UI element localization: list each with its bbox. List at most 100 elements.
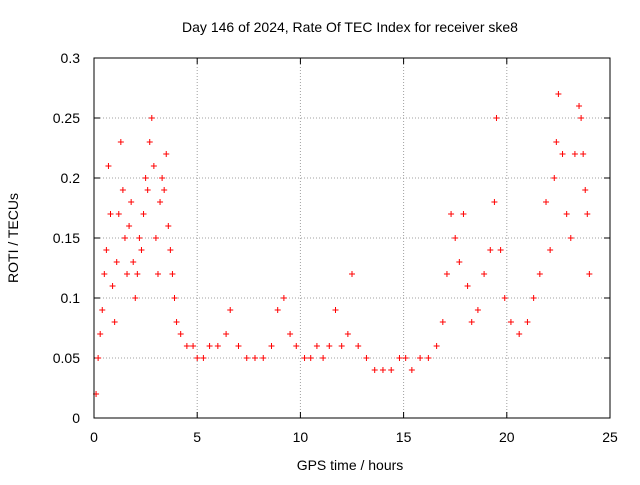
- data-point: [530, 295, 537, 301]
- data-point: [582, 187, 589, 193]
- data-point: [150, 163, 157, 169]
- data-point: [439, 319, 446, 325]
- data-point: [547, 247, 554, 253]
- data-point: [567, 235, 574, 241]
- data-point: [260, 355, 267, 361]
- data-point: [349, 271, 355, 277]
- y-tick-label: 0: [72, 410, 80, 426]
- data-point: [142, 175, 149, 181]
- data-point: [161, 187, 168, 193]
- data-point: [355, 343, 362, 349]
- y-tick-label: 0.3: [61, 50, 81, 66]
- data-point: [363, 355, 370, 361]
- data-point: [206, 343, 213, 349]
- grid: [94, 58, 610, 418]
- y-tick-label: 0.25: [53, 110, 80, 126]
- data-point: [524, 319, 531, 325]
- data-point: [487, 247, 494, 253]
- data-point: [396, 355, 403, 361]
- plot-frame: [93, 57, 611, 419]
- data-point: [580, 151, 587, 157]
- data-point: [194, 355, 201, 361]
- data-point: [130, 259, 137, 265]
- data-point: [326, 343, 333, 349]
- data-point: [586, 271, 593, 277]
- data-point: [235, 343, 242, 349]
- data-point: [464, 283, 471, 289]
- data-point: [183, 343, 190, 349]
- data-point: [507, 319, 514, 325]
- data-point: [159, 175, 166, 181]
- data-point: [536, 271, 543, 277]
- data-point: [152, 235, 159, 241]
- data-point: [576, 103, 583, 109]
- data-point: [491, 199, 498, 205]
- data-point: [332, 307, 339, 313]
- chart-title: Day 146 of 2024, Rate Of TEC Index for r…: [182, 19, 518, 35]
- data-point: [268, 343, 275, 349]
- data-point: [223, 331, 230, 337]
- data-point: [165, 223, 172, 229]
- data-point: [113, 259, 120, 265]
- y-axis-label: ROTI / TECUs: [5, 193, 21, 283]
- x-tick-label: 25: [602, 429, 618, 445]
- data-point: [227, 307, 234, 313]
- data-point: [584, 211, 591, 217]
- data-point: [103, 247, 110, 253]
- data-point: [97, 331, 104, 337]
- data-point: [559, 151, 566, 157]
- data-point: [140, 211, 147, 217]
- data-point: [460, 211, 467, 217]
- data-point: [214, 343, 221, 349]
- data-point: [481, 271, 488, 277]
- data-point: [128, 199, 135, 205]
- data-point: [177, 331, 184, 337]
- data-point: [578, 115, 585, 121]
- data-point: [371, 367, 378, 373]
- data-point: [402, 355, 409, 361]
- data-point: [148, 115, 155, 121]
- data-point: [425, 355, 432, 361]
- data-point: [200, 355, 207, 361]
- data-point: [388, 367, 395, 373]
- data-point: [121, 235, 128, 241]
- data-point: [169, 271, 176, 277]
- data-point: [408, 367, 415, 373]
- data-point: [115, 211, 122, 217]
- data-point: [551, 175, 558, 181]
- data-point: [448, 211, 455, 217]
- data-point: [157, 199, 164, 205]
- y-tick-label: 0.1: [61, 290, 81, 306]
- data-point: [474, 307, 481, 313]
- data-point: [338, 343, 345, 349]
- data-point: [307, 355, 314, 361]
- data-point: [146, 139, 153, 145]
- data-point: [132, 295, 139, 301]
- data-point: [126, 223, 133, 229]
- data-point: [555, 91, 562, 97]
- data-point: [443, 271, 450, 277]
- data-point: [468, 319, 475, 325]
- data-point: [280, 295, 287, 301]
- data-point: [173, 319, 180, 325]
- data-point: [497, 247, 504, 253]
- data-point: [379, 367, 386, 373]
- data-point: [101, 271, 108, 277]
- data-point: [301, 355, 308, 361]
- x-tick-label: 5: [193, 429, 201, 445]
- data-point: [136, 235, 143, 241]
- data-point: [553, 139, 560, 145]
- x-axis-label: GPS time / hours: [297, 457, 404, 473]
- data-point: [563, 211, 570, 217]
- data-point: [171, 295, 178, 301]
- data-points: [93, 91, 593, 397]
- data-point: [320, 355, 327, 361]
- x-tick-label: 15: [396, 429, 412, 445]
- y-tick-label: 0.2: [61, 170, 81, 186]
- data-point: [293, 343, 300, 349]
- data-point: [107, 211, 114, 217]
- y-tick-label: 0.15: [53, 230, 80, 246]
- data-point: [138, 247, 145, 253]
